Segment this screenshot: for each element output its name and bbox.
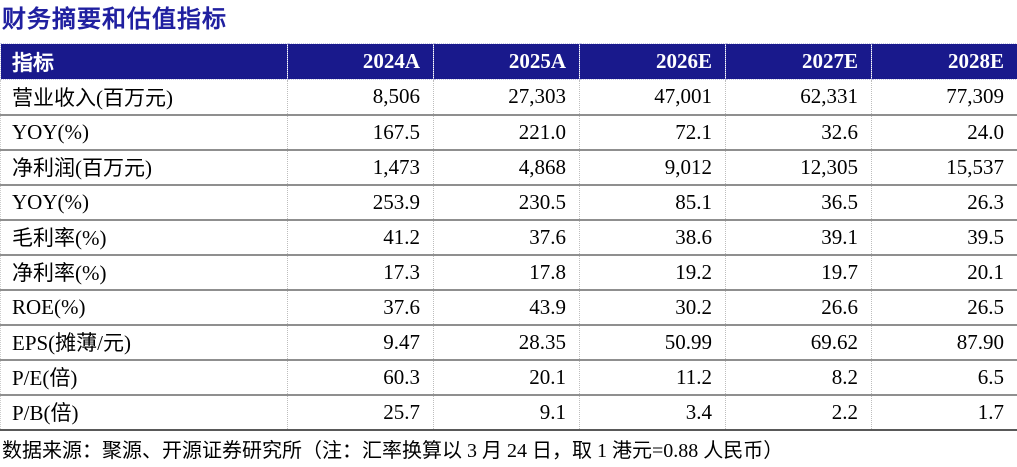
row-value: 47,001 <box>579 79 726 115</box>
row-value: 37.6 <box>287 289 434 325</box>
row-value: 87.90 <box>871 324 1017 360</box>
row-value: 39.5 <box>871 219 1017 255</box>
row-value: 9,012 <box>579 149 726 185</box>
row-value: 60.3 <box>287 359 434 395</box>
row-value: 11.2 <box>579 359 726 395</box>
page-title: 财务摘要和估值指标 <box>2 7 227 33</box>
table-row: EPS(摊薄/元) 9.47 28.35 50.99 69.62 87.90 <box>0 324 1017 360</box>
row-value: 19.7 <box>725 254 872 290</box>
row-value: 30.2 <box>579 289 726 325</box>
data-source-footnote: 数据来源：聚源、开源证券研究所（注：汇率换算以 3 月 24 日，取 1 港元=… <box>2 439 784 462</box>
row-value: 26.3 <box>871 184 1017 220</box>
row-value: 26.6 <box>725 289 872 325</box>
row-value: 9.1 <box>433 394 580 430</box>
row-value: 8.2 <box>725 359 872 395</box>
row-value: 43.9 <box>433 289 580 325</box>
row-value: 1,473 <box>287 149 434 185</box>
table-row: 营业收入(百万元) 8,506 27,303 47,001 62,331 77,309 <box>0 79 1017 115</box>
table-row: P/E(倍) 60.3 20.1 11.2 8.2 6.5 <box>0 359 1017 395</box>
row-label: YOY(%) <box>0 114 288 150</box>
row-label: 净利率(%) <box>0 254 288 290</box>
header-cell-label: 指标 <box>0 43 288 80</box>
row-value: 62,331 <box>725 79 872 115</box>
row-label: P/B(倍) <box>0 394 288 430</box>
header-cell-year: 2025A <box>433 43 580 80</box>
row-value: 28.35 <box>433 324 580 360</box>
financial-summary-table: 指标 2024A 2025A 2026E 2027E 2028E 营业收入(百万元) 8,5… <box>0 43 1017 431</box>
table-row: 毛利率(%) 41.2 37.6 38.6 39.1 39.5 <box>0 219 1017 255</box>
row-label: P/E(倍) <box>0 359 288 395</box>
table-body: 营业收入(百万元) 8,506 27,303 47,001 62,331 77,309 YO… <box>0 79 1017 430</box>
table-row: YOY(%) 253.9 230.5 85.1 36.5 26.3 <box>0 184 1017 220</box>
row-value: 24.0 <box>871 114 1017 150</box>
row-value: 25.7 <box>287 394 434 430</box>
header-cell-year: 2027E <box>725 43 872 80</box>
header-cell-year: 2028E <box>871 43 1017 80</box>
row-value: 77,309 <box>871 79 1017 115</box>
row-value: 20.1 <box>871 254 1017 290</box>
row-label: 净利润(百万元) <box>0 149 288 185</box>
table-row: P/B(倍) 25.7 9.1 3.4 2.2 1.7 <box>0 394 1017 430</box>
row-label: ROE(%) <box>0 289 288 325</box>
table-header-row: 指标 2024A 2025A 2026E 2027E 2028E <box>0 43 1017 80</box>
row-label: 毛利率(%) <box>0 219 288 255</box>
table-row: 净利率(%) 17.3 17.8 19.2 19.7 20.1 <box>0 254 1017 290</box>
row-value: 72.1 <box>579 114 726 150</box>
row-value: 9.47 <box>287 324 434 360</box>
row-label: YOY(%) <box>0 184 288 220</box>
row-value: 1.7 <box>871 394 1017 430</box>
row-value: 230.5 <box>433 184 580 220</box>
row-label: EPS(摊薄/元) <box>0 324 288 360</box>
row-value: 26.5 <box>871 289 1017 325</box>
table-row: 净利润(百万元) 1,473 4,868 9,012 12,305 15,537 <box>0 149 1017 185</box>
header-cell-year: 2026E <box>579 43 726 80</box>
row-value: 19.2 <box>579 254 726 290</box>
row-value: 38.6 <box>579 219 726 255</box>
row-label: 营业收入(百万元) <box>0 79 288 115</box>
row-value: 6.5 <box>871 359 1017 395</box>
table-header: 指标 2024A 2025A 2026E 2027E 2028E <box>0 43 1017 80</box>
row-value: 167.5 <box>287 114 434 150</box>
row-value: 36.5 <box>725 184 872 220</box>
row-value: 3.4 <box>579 394 726 430</box>
table-row: YOY(%) 167.5 221.0 72.1 32.6 24.0 <box>0 114 1017 150</box>
row-value: 17.8 <box>433 254 580 290</box>
row-value: 253.9 <box>287 184 434 220</box>
row-value: 8,506 <box>287 79 434 115</box>
row-value: 2.2 <box>725 394 872 430</box>
header-cell-year: 2024A <box>287 43 434 80</box>
row-value: 32.6 <box>725 114 872 150</box>
row-value: 221.0 <box>433 114 580 150</box>
row-value: 17.3 <box>287 254 434 290</box>
row-value: 69.62 <box>725 324 872 360</box>
row-value: 50.99 <box>579 324 726 360</box>
table-row: ROE(%) 37.6 43.9 30.2 26.6 26.5 <box>0 289 1017 325</box>
row-value: 37.6 <box>433 219 580 255</box>
row-value: 15,537 <box>871 149 1017 185</box>
row-value: 12,305 <box>725 149 872 185</box>
row-value: 20.1 <box>433 359 580 395</box>
row-value: 41.2 <box>287 219 434 255</box>
row-value: 85.1 <box>579 184 726 220</box>
row-value: 27,303 <box>433 79 580 115</box>
row-value: 39.1 <box>725 219 872 255</box>
row-value: 4,868 <box>433 149 580 185</box>
